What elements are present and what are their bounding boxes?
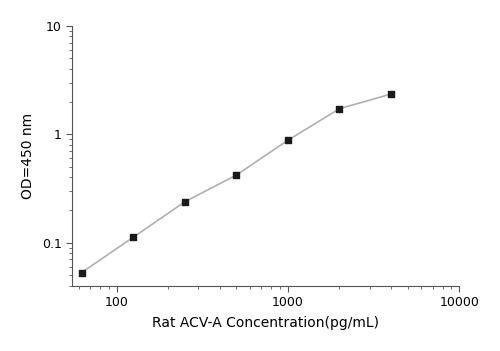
Point — [387, 91, 395, 97]
Point — [180, 199, 188, 205]
Point — [336, 106, 344, 112]
Y-axis label: OD=450 nm: OD=450 nm — [21, 113, 35, 199]
Point — [78, 270, 86, 276]
Point — [232, 172, 240, 178]
Point — [284, 138, 292, 143]
Point — [129, 234, 137, 240]
X-axis label: Rat ACV-A Concentration(pg/mL): Rat ACV-A Concentration(pg/mL) — [152, 316, 379, 330]
